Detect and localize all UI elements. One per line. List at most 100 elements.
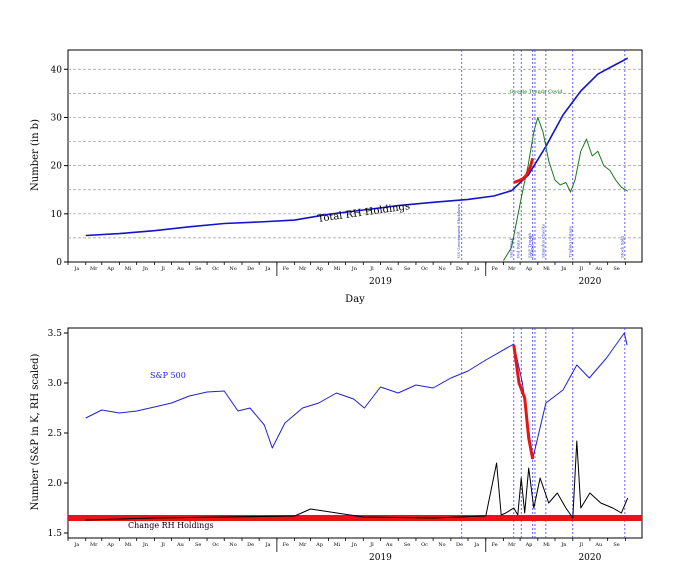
x-month-label: Au [385, 542, 394, 548]
x-month-label: Jl [579, 266, 584, 272]
x-month-label: Mi [125, 542, 132, 548]
bottom-chart-plot-frame [67, 327, 643, 539]
top-chart-plot-frame [67, 49, 643, 263]
series-line-0 [85, 332, 628, 460]
y-tick-label: 2.5 [48, 429, 63, 439]
x-month-label: Ja [265, 542, 271, 548]
x-month-label: Mr [508, 542, 516, 548]
x-month-label: Mr [508, 266, 516, 272]
top-chart-gridlines [68, 68, 642, 239]
x-month-label: Mr [299, 266, 307, 272]
event-label: Stimulus Checks [540, 224, 545, 258]
x-month-label: No [438, 542, 445, 548]
x-month-label: Ap [106, 266, 114, 272]
x-month-label: Ap [525, 266, 533, 272]
x-month-label: Jl [160, 266, 165, 272]
top-chart-axes: 0 10 20 30 40 Ja Mr Ap Mi Jn Jl Au Se Oc No De Ja Fe Mr Ap M… [51, 65, 626, 287]
top-chart-x-label: Day [345, 294, 365, 305]
event-label: US Government Shutdown [456, 203, 461, 258]
x-month-label: Mi [543, 266, 550, 272]
x-year-label: 2019 [369, 277, 392, 287]
x-month-label: Fe [492, 542, 498, 548]
series-line-1 [85, 440, 629, 521]
event-label: Stock Split [619, 235, 624, 258]
google-trends-label: Google Trends Covid [509, 89, 563, 95]
x-month-label: Fe [492, 266, 498, 272]
x-month-label: Jl [369, 266, 374, 272]
x-month-label: Au [594, 542, 603, 548]
x-month-label: Au [594, 266, 603, 272]
y-tick-label: 1.5 [48, 529, 63, 539]
event-label: S&P Trough [527, 233, 532, 258]
x-month-label: Se [613, 542, 619, 548]
x-year-label: 2019 [369, 553, 392, 563]
top-chart-panel: 0 10 20 30 40 Ja Mr Ap Mi Jn Jl Au Se Oc No De Ja Fe Mr Ap M… [30, 49, 643, 305]
x-year-label: 2020 [578, 553, 601, 563]
y-tick-label: 0 [56, 258, 62, 268]
x-month-label: Jl [579, 542, 584, 548]
x-month-label: Se [195, 542, 201, 548]
x-month-label: Ap [525, 542, 533, 548]
event-label: CARES Act [529, 235, 534, 258]
x-month-label: Ja [473, 542, 479, 548]
x-month-label: Jl [369, 542, 374, 548]
x-month-label: Mi [543, 542, 550, 548]
y-tick-label: 3.5 [48, 329, 63, 339]
x-month-label: Jn [560, 266, 567, 272]
series-line-2 [512, 344, 535, 460]
x-month-label: Jn [351, 266, 358, 272]
x-month-label: No [229, 266, 236, 272]
x-month-label: Se [404, 542, 410, 548]
total-rh-holdings-label: Total RH Holdings [317, 201, 411, 225]
x-month-label: De [247, 542, 254, 548]
series-line-0 [85, 57, 629, 237]
x-month-label: Mi [334, 266, 341, 272]
top-chart-event-lines [461, 50, 626, 262]
x-month-label: Mi [125, 266, 132, 272]
x-month-label: Ap [106, 542, 114, 548]
x-month-label: Ja [73, 542, 79, 548]
x-month-label: De [247, 266, 254, 272]
y-tick-label: 3.0 [48, 379, 63, 389]
y-tick-label: 40 [51, 65, 63, 75]
bottom-chart-y-label: Number (S&P in K, RH scaled) [30, 354, 41, 511]
x-month-label: Jn [560, 542, 567, 548]
series-line-2 [513, 157, 535, 184]
x-month-label: Oc [212, 542, 219, 548]
x-month-label: Jn [142, 266, 149, 272]
x-month-label: Ja [265, 266, 271, 272]
x-month-label: Mr [90, 266, 98, 272]
x-month-label: Oc [212, 266, 219, 272]
bottom-chart-panel: 1.5 2.0 2.5 3.0 3.5 Ja Mr Ap Mi Jn Jl Au Se Oc No De Ja F… [30, 327, 643, 563]
x-month-label: Ja [473, 266, 479, 272]
bottom-chart-annotations: S&P 500 Change RH Holdings [128, 371, 214, 530]
x-month-label: Se [613, 266, 619, 272]
x-month-label: Mi [334, 542, 341, 548]
top-chart-series [85, 57, 629, 261]
x-month-label: Jn [142, 542, 149, 548]
bottom-chart-series [85, 332, 629, 521]
event-label: S&P Peak [508, 237, 513, 258]
event-label: Trading Outage [567, 225, 572, 258]
top-chart-y-label: Number (in b) [30, 119, 41, 191]
x-month-label: Ja [73, 266, 79, 272]
x-month-label: Ap [315, 542, 323, 548]
x-month-label: No [229, 542, 236, 548]
change-rh-holdings-label: Change RH Holdings [128, 521, 214, 530]
x-month-label: De [456, 266, 463, 272]
x-year-label: 2020 [578, 277, 601, 287]
x-month-label: Ap [315, 266, 323, 272]
x-month-label: De [456, 542, 463, 548]
top-chart-annotations: US Government Shutdown S&P Peak Fed Rate C… [317, 89, 624, 258]
x-month-label: Au [176, 266, 185, 272]
series-line-1 [503, 117, 628, 261]
x-month-label: Mr [90, 542, 98, 548]
bottom-chart-event-lines [461, 328, 626, 538]
x-month-label: Jl [160, 542, 165, 548]
y-tick-label: 2.0 [48, 479, 63, 489]
y-tick-label: 10 [51, 210, 63, 220]
x-month-label: Jn [351, 542, 358, 548]
x-month-label: Se [195, 266, 201, 272]
y-tick-label: 30 [51, 113, 63, 123]
event-label: Fed Rate Cut [516, 231, 521, 258]
